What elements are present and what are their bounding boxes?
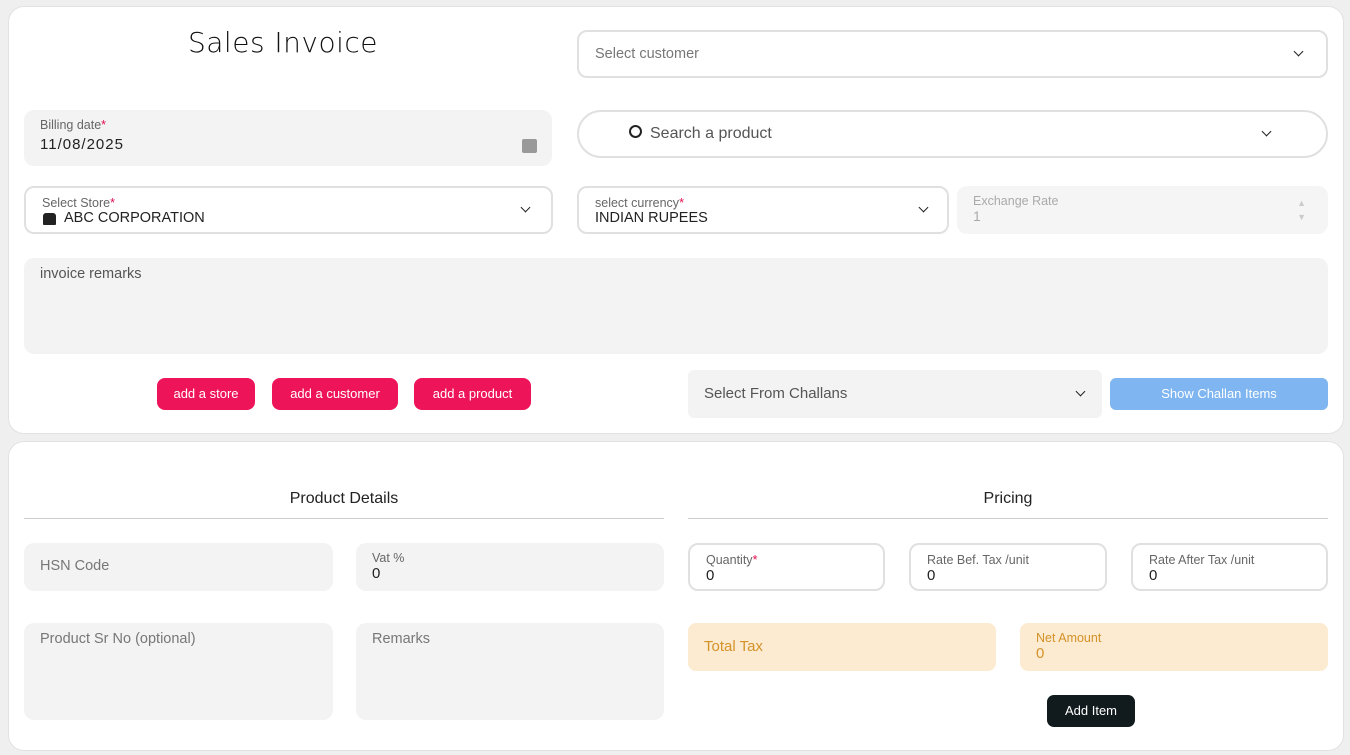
exchange-rate-field: Exchange Rate 1 ▲ ▼: [957, 186, 1328, 234]
net-amount-label: Net Amount: [1036, 631, 1102, 645]
currency-value: INDIAN RUPEES: [595, 210, 708, 226]
challan-placeholder: Select From Challans: [704, 385, 848, 402]
product-search-select[interactable]: Search a product: [577, 110, 1328, 158]
remarks-placeholder: invoice remarks: [40, 266, 142, 282]
sr-placeholder: Product Sr No (optional): [40, 631, 196, 647]
product-remarks-placeholder: Remarks: [372, 631, 431, 647]
chevron-down-icon: [918, 202, 929, 213]
hsn-placeholder: HSN Code: [40, 558, 110, 574]
quantity-label: Quantity*: [706, 553, 758, 567]
rate-before-tax-input[interactable]: Rate Bef. Tax /unit 0: [909, 543, 1107, 591]
currency-select[interactable]: select currency* INDIAN RUPEES: [577, 186, 949, 234]
rate-after-tax-input[interactable]: Rate After Tax /unit 0: [1131, 543, 1328, 591]
page-title: Sales Invoice: [188, 26, 379, 59]
vat-label: Vat %: [372, 551, 405, 565]
spinner-icon: ▲ ▼: [1297, 198, 1306, 222]
exchange-rate-label: Exchange Rate: [973, 194, 1059, 208]
vat-value: 0: [372, 565, 381, 582]
rate-before-tax-value: 0: [927, 567, 936, 584]
add-customer-button[interactable]: add a customer: [272, 378, 398, 410]
quantity-input[interactable]: Quantity* 0: [688, 543, 885, 591]
net-amount-field: Net Amount 0: [1020, 623, 1328, 671]
chevron-down-icon: [1261, 126, 1272, 137]
pricing-heading: Pricing: [983, 490, 1033, 507]
rate-after-tax-value: 0: [1149, 567, 1158, 584]
billing-date-field[interactable]: Billing date* 11/08/2025: [24, 110, 552, 166]
challan-select[interactable]: Select From Challans: [688, 370, 1102, 418]
add-product-button[interactable]: add a product: [414, 378, 531, 410]
store-select[interactable]: Select Store* ABC CORPORATION: [24, 186, 553, 234]
store-label: Select Store*: [42, 196, 115, 210]
billing-date-value: 11/08/2025: [40, 136, 124, 153]
invoice-remarks-input[interactable]: invoice remarks: [24, 258, 1328, 354]
exchange-rate-value: 1: [973, 208, 981, 224]
total-tax-label: Total Tax: [704, 638, 763, 655]
add-store-button[interactable]: add a store: [157, 378, 255, 410]
search-icon: [629, 125, 642, 138]
rate-before-tax-label: Rate Bef. Tax /unit: [927, 553, 1029, 567]
billing-date-label: Billing date*: [40, 118, 107, 132]
product-remarks-input[interactable]: Remarks: [356, 623, 664, 720]
product-search-placeholder: Search a product: [650, 125, 772, 142]
customer-select[interactable]: Select customer: [577, 30, 1328, 78]
chevron-down-icon: [520, 202, 531, 213]
customer-placeholder: Select customer: [595, 46, 699, 62]
net-amount-value: 0: [1036, 645, 1045, 662]
add-item-button[interactable]: Add Item: [1047, 695, 1135, 727]
chevron-down-icon: [1075, 386, 1086, 397]
divider: [688, 518, 1328, 519]
rate-after-tax-label: Rate After Tax /unit: [1149, 553, 1255, 567]
product-details-heading: Product Details: [289, 490, 399, 507]
chevron-down-icon: [1293, 46, 1304, 57]
currency-label: select currency*: [595, 196, 684, 210]
store-icon: [43, 213, 56, 225]
show-challan-items-button[interactable]: Show Challan Items: [1110, 378, 1328, 410]
vat-input[interactable]: Vat % 0: [356, 543, 664, 591]
total-tax-field: Total Tax: [688, 623, 996, 671]
divider: [24, 518, 664, 519]
quantity-value: 0: [706, 567, 715, 584]
calendar-icon[interactable]: [522, 139, 537, 153]
store-value: ABC CORPORATION: [64, 210, 205, 226]
product-sr-no-input[interactable]: Product Sr No (optional): [24, 623, 333, 720]
hsn-code-input[interactable]: HSN Code: [24, 543, 333, 591]
